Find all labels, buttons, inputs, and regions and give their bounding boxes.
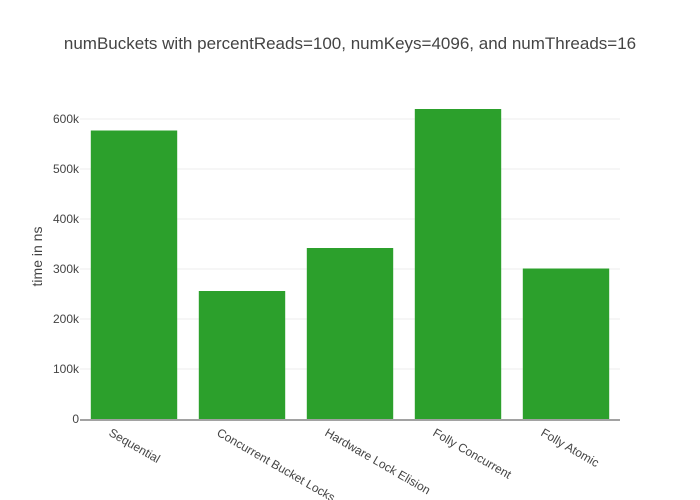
x-tick-label: Concurrent Bucket Locks	[215, 425, 338, 500]
x-tick-label: Hardware Lock Elision	[323, 425, 433, 497]
y-tick-label: 0	[72, 412, 79, 426]
x-tick-label: Folly Atomic	[539, 425, 602, 469]
y-tick-label: 200k	[53, 312, 80, 326]
chart-title: numBuckets with percentReads=100, numKey…	[63, 34, 637, 53]
y-axis-ticks: 0 100k 200k 300k 400k 500k 600k	[53, 112, 80, 426]
bar	[522, 268, 610, 419]
y-tick-label: 600k	[53, 112, 80, 126]
bar	[198, 291, 286, 419]
bar	[414, 109, 502, 419]
bar	[90, 130, 178, 419]
y-tick-label: 400k	[53, 212, 80, 226]
bar	[306, 248, 394, 419]
y-tick-label: 300k	[53, 262, 80, 276]
y-tick-label: 500k	[53, 162, 80, 176]
x-tick-label: Folly Concurrent	[431, 425, 515, 481]
x-axis-ticks: Sequential Concurrent Bucket LocksHardwar…	[107, 425, 602, 500]
y-axis-label: time in ns	[29, 227, 45, 287]
x-tick-label: Sequential	[107, 425, 163, 465]
y-tick-label: 100k	[53, 362, 80, 376]
bars	[90, 109, 610, 419]
